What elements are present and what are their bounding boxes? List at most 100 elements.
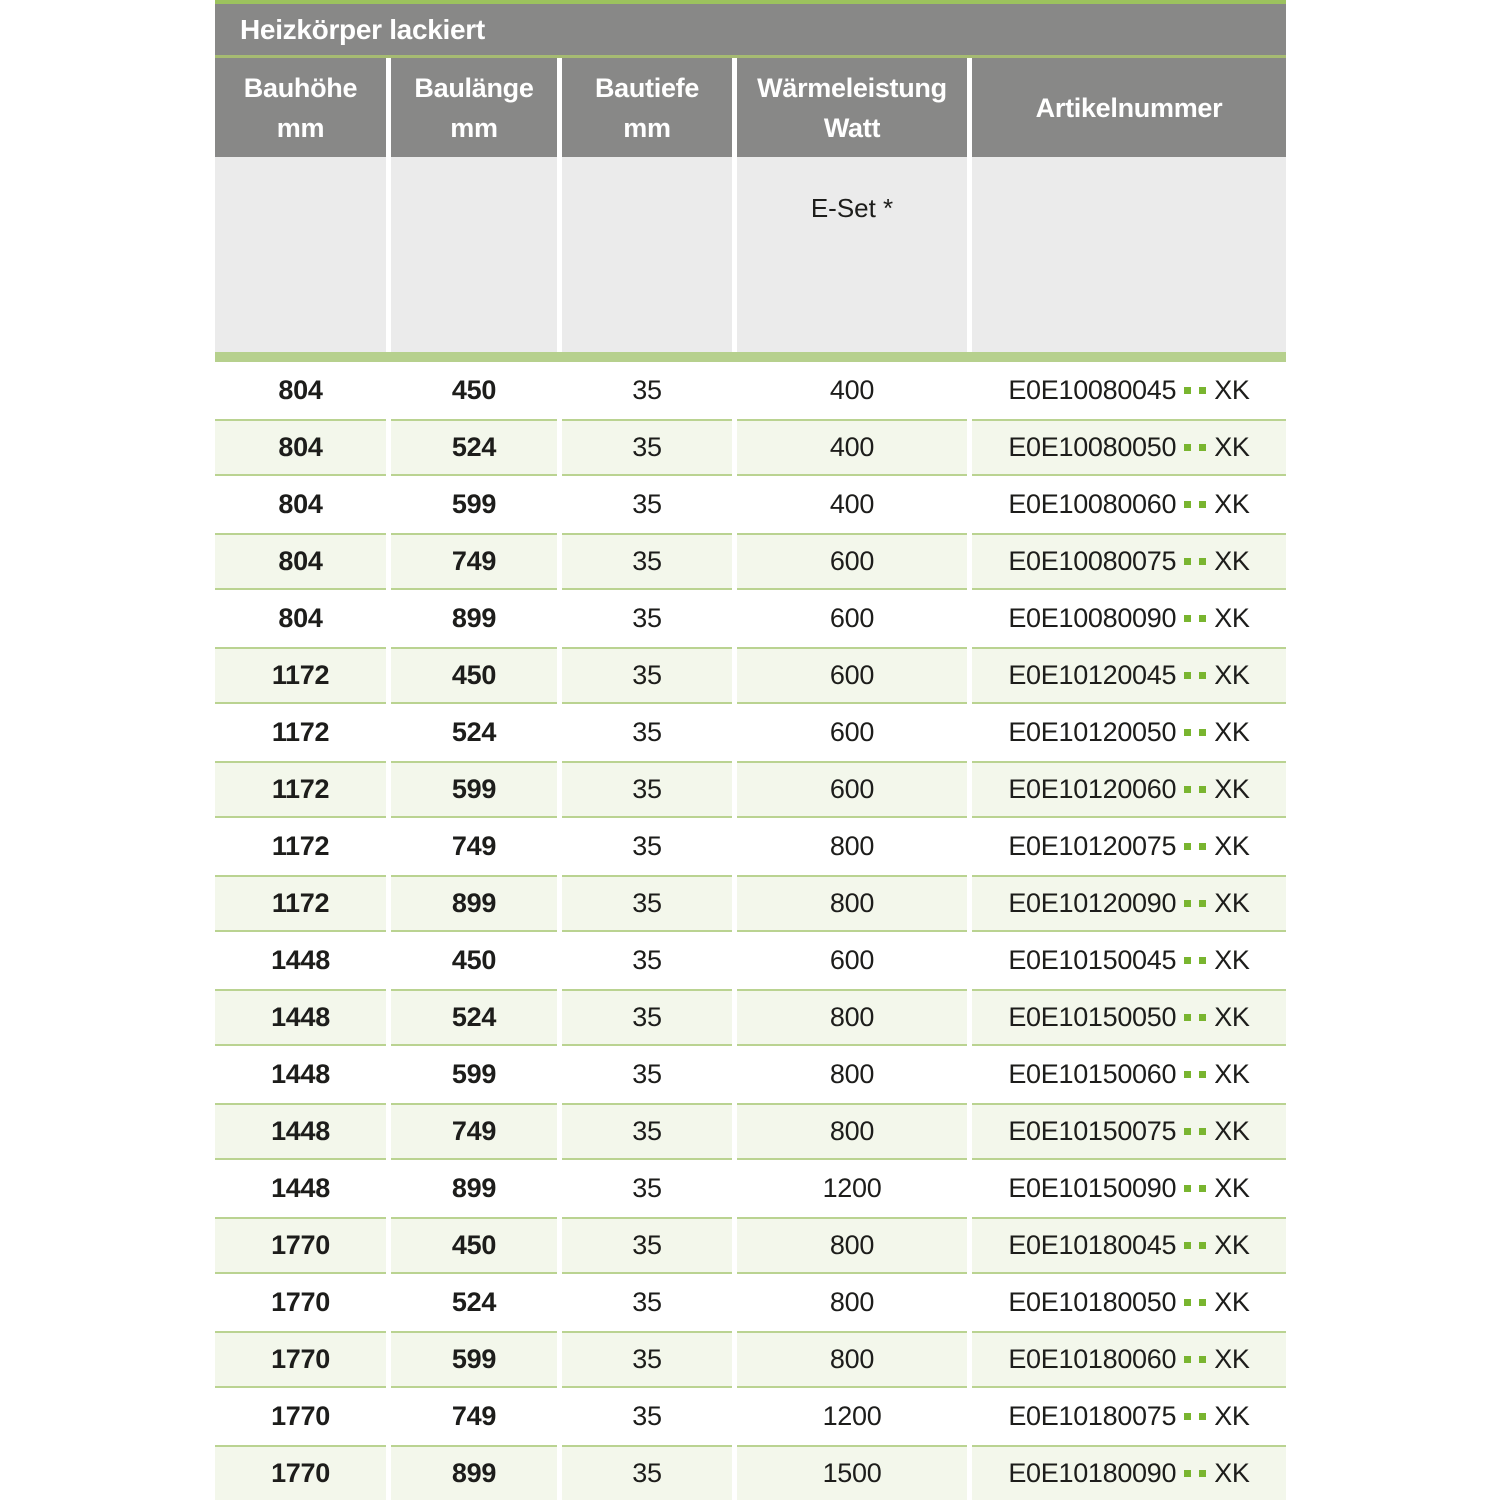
- cell-bautiefe: 35: [562, 989, 732, 1046]
- cell-baulaenge: 749: [391, 1388, 557, 1445]
- cell-artikelnummer: E0E10080050 XK: [972, 419, 1286, 476]
- green-dot-icon: [1199, 672, 1207, 679]
- green-dot-icon: [1184, 1242, 1192, 1249]
- column-header-unit: Watt: [823, 112, 881, 143]
- table-subheader-row: E-Set *: [215, 157, 1286, 352]
- artikelnummer-suffix: XK: [1214, 1344, 1250, 1374]
- green-dot-icon: [1199, 1470, 1207, 1477]
- cell-waermeleistung: 400: [737, 362, 967, 419]
- cell-waermeleistung: 600: [737, 533, 967, 590]
- table-row: 1448 450 35 600 E0E10150045 XK: [215, 932, 1286, 989]
- green-dot-icon: [1184, 1185, 1192, 1192]
- artikelnummer-prefix: E0E10180050: [1008, 1287, 1177, 1317]
- cell-artikelnummer: E0E10080045 XK: [972, 362, 1286, 419]
- green-dot-icon: [1199, 1185, 1207, 1192]
- green-dot-icon: [1199, 1242, 1207, 1249]
- column-header-label: Wärmeleistung: [757, 72, 947, 103]
- green-dot-icon: [1199, 1128, 1207, 1135]
- green-dot-icon: [1199, 1014, 1207, 1021]
- cell-bauhoehe: 1770: [215, 1217, 386, 1274]
- green-dot-icon: [1199, 1071, 1207, 1078]
- artikelnummer-prefix: E0E10120075: [1008, 831, 1177, 861]
- cell-bauhoehe: 804: [215, 533, 386, 590]
- green-dot-icon: [1184, 387, 1192, 394]
- green-dot-icon: [1199, 1356, 1207, 1363]
- cell-bauhoehe: 804: [215, 590, 386, 647]
- cell-bautiefe: 35: [562, 1445, 732, 1500]
- table-row: 804 450 35 400 E0E10080045 XK: [215, 362, 1286, 419]
- cell-bauhoehe: 1172: [215, 647, 386, 704]
- artikelnummer-suffix: XK: [1214, 489, 1250, 519]
- artikelnummer-suffix: XK: [1214, 831, 1250, 861]
- table-row: 1448 899 35 1200 E0E10150090 XK: [215, 1160, 1286, 1217]
- table-row: 804 599 35 400 E0E10080060 XK: [215, 476, 1286, 533]
- cell-baulaenge: 599: [391, 1331, 557, 1388]
- table-row: 1172 899 35 800 E0E10120090 XK: [215, 875, 1286, 932]
- artikelnummer-suffix: XK: [1214, 1401, 1250, 1431]
- cell-bautiefe: 35: [562, 1274, 732, 1331]
- subheader-cell-baulaenge: [391, 157, 557, 352]
- artikelnummer-prefix: E0E10180045: [1008, 1230, 1177, 1260]
- green-dot-icon: [1184, 558, 1192, 565]
- subheader-cell-eset: E-Set *: [737, 157, 967, 352]
- green-dot-icon: [1184, 1413, 1192, 1420]
- artikelnummer-suffix: XK: [1214, 888, 1250, 918]
- header-bottom-green-bar: [215, 352, 1286, 362]
- cell-bauhoehe: 1172: [215, 761, 386, 818]
- cell-artikelnummer: E0E10080075 XK: [972, 533, 1286, 590]
- green-dot-icon: [1184, 1470, 1192, 1477]
- cell-bautiefe: 35: [562, 533, 732, 590]
- cell-baulaenge: 899: [391, 1160, 557, 1217]
- subheader-cell-artikelnummer: [972, 157, 1286, 352]
- cell-bauhoehe: 1172: [215, 704, 386, 761]
- eset-label: E-Set *: [810, 193, 894, 223]
- table-row: 1448 524 35 800 E0E10150050 XK: [215, 989, 1286, 1046]
- cell-waermeleistung: 800: [737, 989, 967, 1046]
- cell-artikelnummer: E0E10150075 XK: [972, 1103, 1286, 1160]
- table-row: 1172 450 35 600 E0E10120045 XK: [215, 647, 1286, 704]
- cell-baulaenge: 749: [391, 1103, 557, 1160]
- cell-artikelnummer: E0E10150045 XK: [972, 932, 1286, 989]
- cell-bautiefe: 35: [562, 1160, 732, 1217]
- cell-artikelnummer: E0E10150090 XK: [972, 1160, 1286, 1217]
- cell-waermeleistung: 1200: [737, 1388, 967, 1445]
- artikelnummer-suffix: XK: [1214, 1287, 1250, 1317]
- column-header-bautiefe: Bautiefe mm: [562, 58, 732, 157]
- column-header-label: Baulänge: [414, 72, 534, 103]
- column-header-waermeleistung: Wärmeleistung Watt: [737, 58, 967, 157]
- cell-baulaenge: 749: [391, 533, 557, 590]
- cell-baulaenge: 899: [391, 590, 557, 647]
- cell-baulaenge: 450: [391, 647, 557, 704]
- cell-waermeleistung: 600: [737, 704, 967, 761]
- cell-artikelnummer: E0E10180075 XK: [972, 1388, 1286, 1445]
- green-dot-icon: [1199, 900, 1207, 907]
- cell-baulaenge: 450: [391, 932, 557, 989]
- cell-artikelnummer: E0E10180045 XK: [972, 1217, 1286, 1274]
- cell-bautiefe: 35: [562, 419, 732, 476]
- cell-bauhoehe: 1448: [215, 932, 386, 989]
- cell-bauhoehe: 1448: [215, 1160, 386, 1217]
- green-dot-icon: [1184, 843, 1192, 850]
- cell-bauhoehe: 1172: [215, 818, 386, 875]
- green-dot-icon: [1184, 444, 1192, 451]
- artikelnummer-prefix: E0E10150090: [1008, 1173, 1177, 1203]
- artikelnummer-suffix: XK: [1214, 1116, 1250, 1146]
- artikelnummer-suffix: XK: [1214, 1230, 1250, 1260]
- artikelnummer-prefix: E0E10120045: [1008, 660, 1177, 690]
- cell-bauhoehe: 804: [215, 476, 386, 533]
- green-dot-icon: [1184, 900, 1192, 907]
- table-row: 1770 899 35 1500 E0E10180090 XK: [215, 1445, 1286, 1500]
- table-row: 1770 749 35 1200 E0E10180075 XK: [215, 1388, 1286, 1445]
- green-dot-icon: [1184, 957, 1192, 964]
- cell-bauhoehe: 1770: [215, 1445, 386, 1500]
- cell-waermeleistung: 800: [737, 1046, 967, 1103]
- artikelnummer-suffix: XK: [1214, 546, 1250, 576]
- artikelnummer-prefix: E0E10180060: [1008, 1344, 1177, 1374]
- cell-bautiefe: 35: [562, 1331, 732, 1388]
- artikelnummer-prefix: E0E10080090: [1008, 603, 1177, 633]
- table-row: 804 749 35 600 E0E10080075 XK: [215, 533, 1286, 590]
- green-dot-icon: [1199, 558, 1207, 565]
- cell-bautiefe: 35: [562, 1217, 732, 1274]
- cell-baulaenge: 599: [391, 476, 557, 533]
- cell-baulaenge: 599: [391, 761, 557, 818]
